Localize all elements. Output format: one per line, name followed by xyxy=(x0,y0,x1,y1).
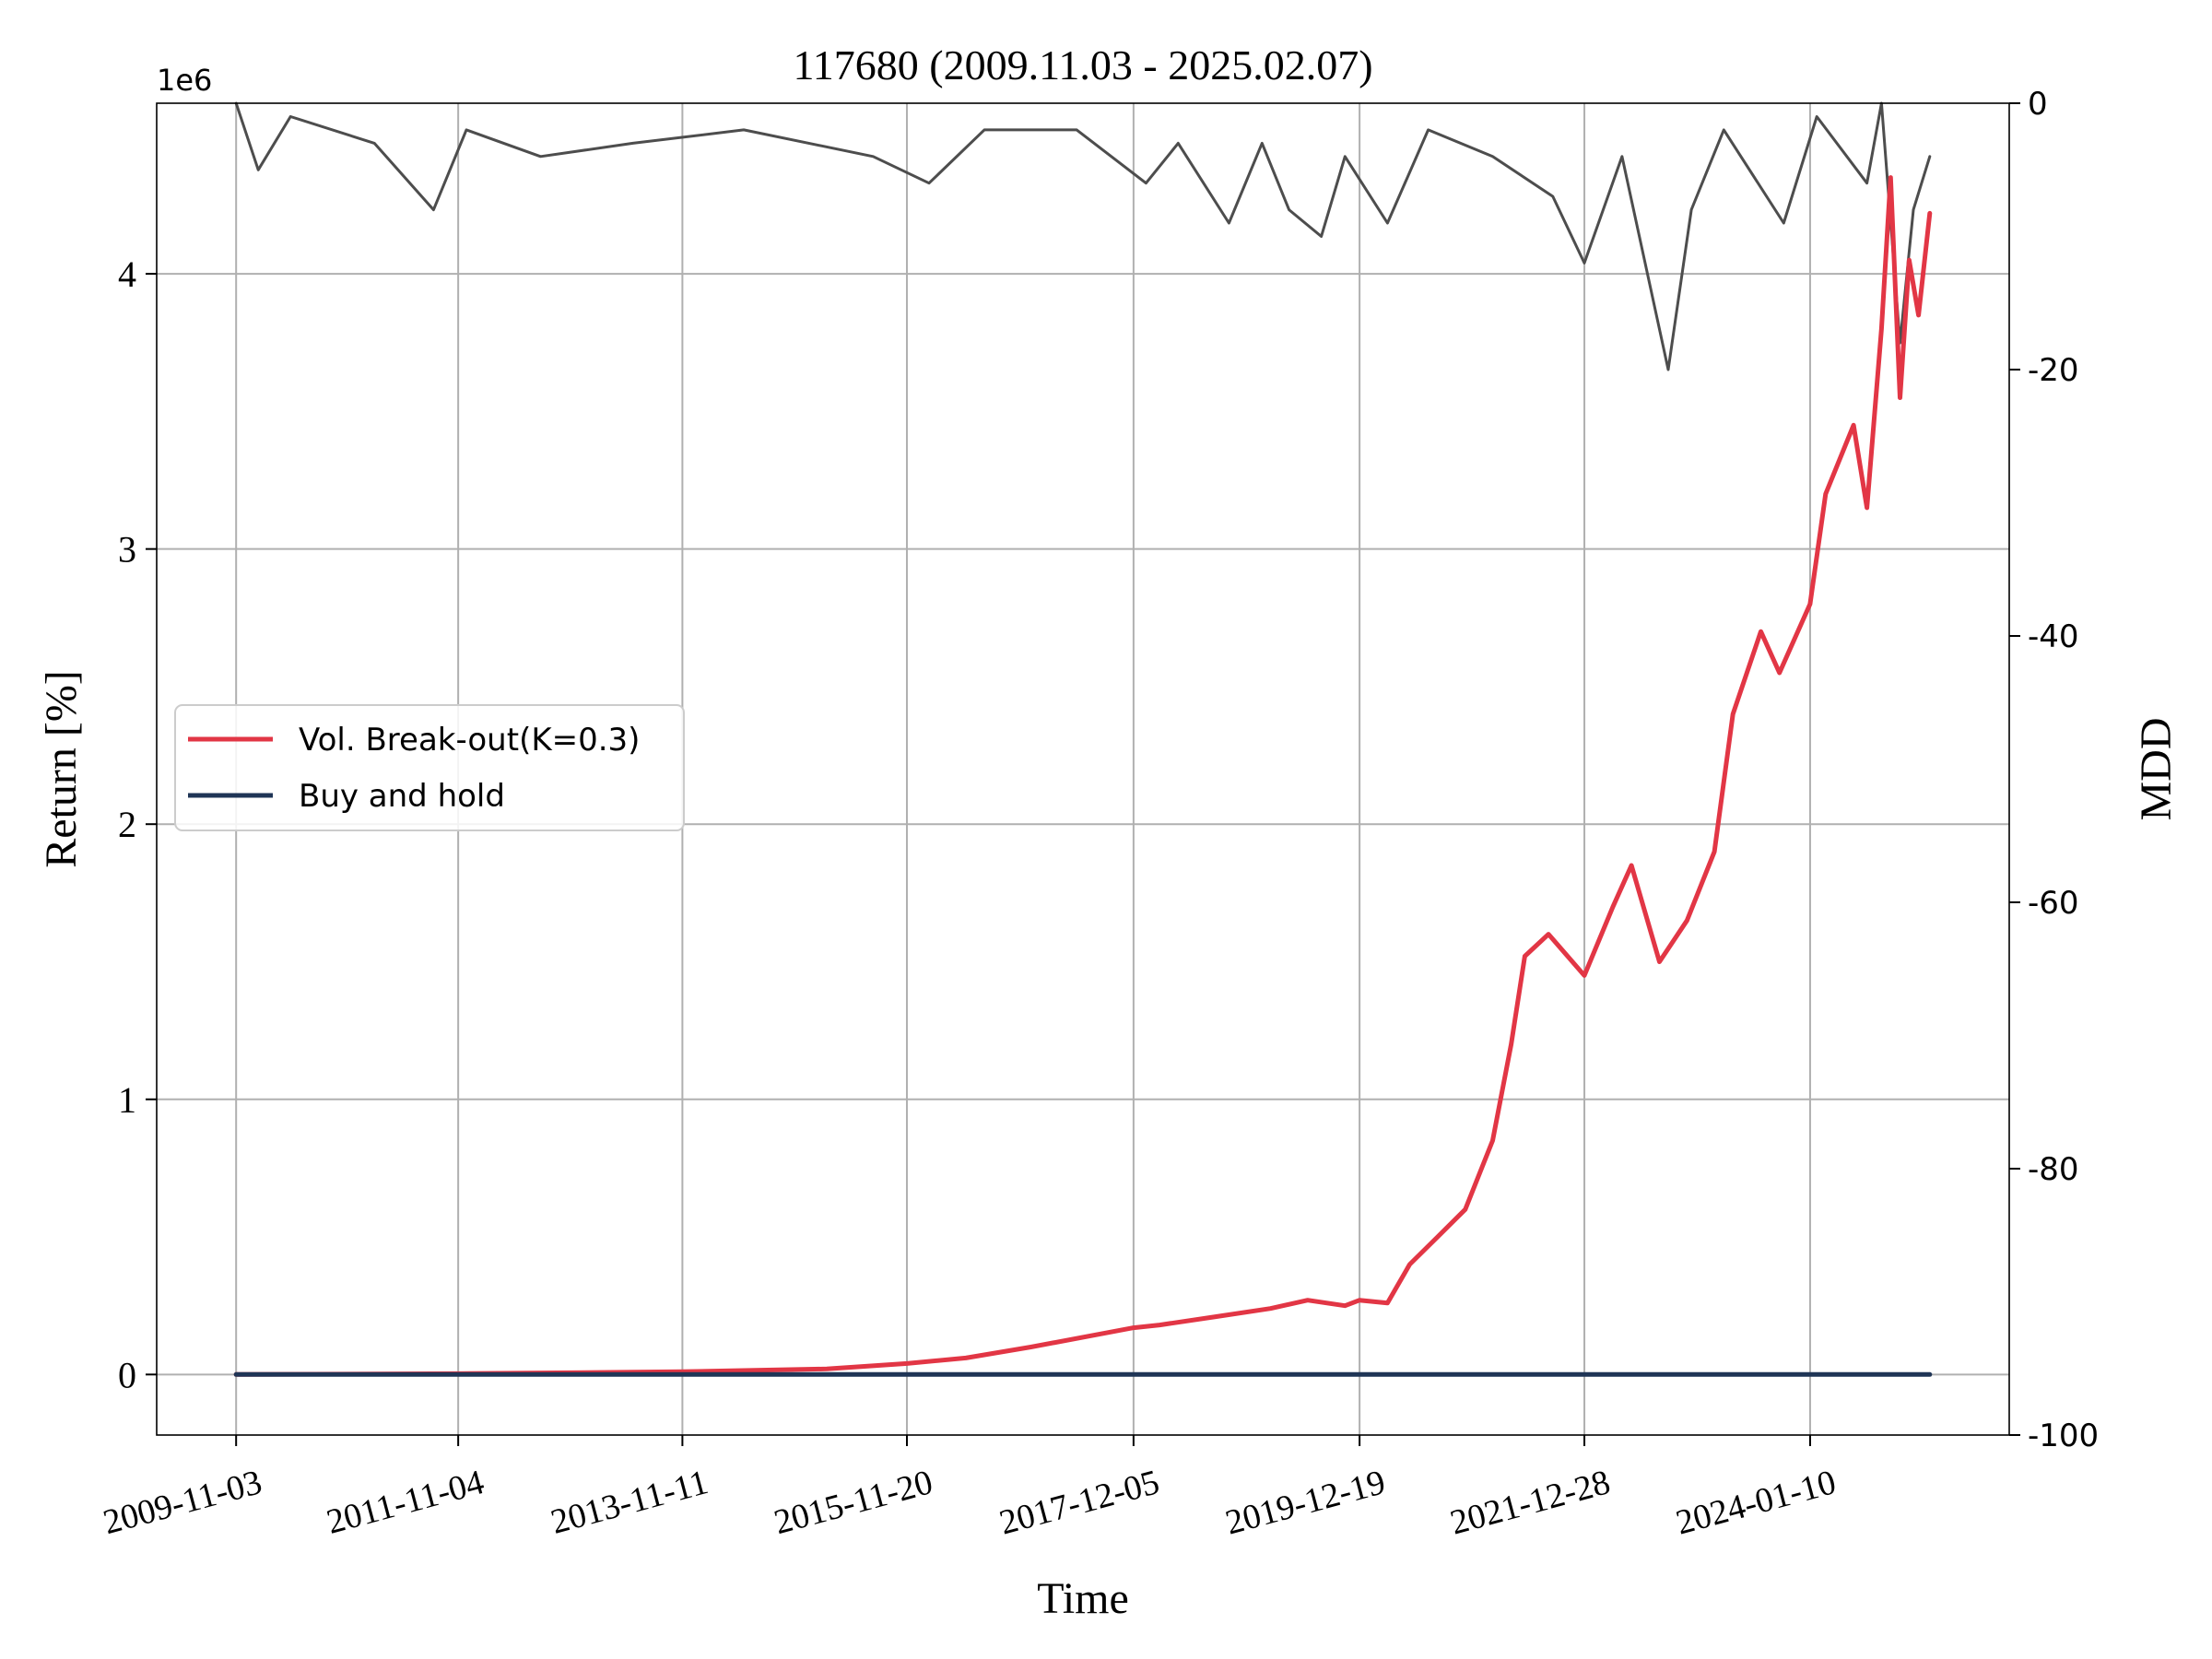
legend-box xyxy=(174,704,685,831)
x-tick-label: 2015-11-20 xyxy=(771,1463,937,1542)
y-tick-label: 4 xyxy=(118,253,136,295)
y-tick-label: 2 xyxy=(118,804,136,845)
strategy-line xyxy=(233,175,1933,1377)
series-layer xyxy=(233,101,1933,1377)
x-tick-label: 2011-11-04 xyxy=(323,1463,488,1542)
y-tick-label: 3 xyxy=(118,529,136,571)
y2-tick-label: -80 xyxy=(2028,1151,2079,1188)
x-tick-label: 2019-12-19 xyxy=(1221,1463,1389,1542)
legend-label-buy-hold: Buy and hold xyxy=(299,778,505,815)
x-tick-label: 2017-12-05 xyxy=(995,1463,1163,1542)
y2-tick-label: -60 xyxy=(2028,885,2079,922)
y-tick-label: 0 xyxy=(118,1354,136,1395)
x-tick-label: 2021-12-28 xyxy=(1446,1463,1614,1542)
y-tick-label: 1 xyxy=(118,1079,136,1121)
x-tick-label: 2009-11-03 xyxy=(100,1463,266,1542)
y2-tick-label: -40 xyxy=(2028,618,2079,655)
plot-frame xyxy=(156,102,2010,1436)
x-tick-label: 2024-01-10 xyxy=(1672,1463,1840,1542)
y2-tick-label: -100 xyxy=(2028,1418,2099,1454)
y-axis-offset-label: 1e6 xyxy=(157,63,212,98)
x-axis-label: Time xyxy=(1037,1574,1129,1623)
legend: Vol. Break-out(K=0.3) Buy and hold xyxy=(174,704,685,831)
axes xyxy=(156,102,2010,1436)
y2-axis-label: MDD xyxy=(2132,717,2181,820)
chart-title: 117680 (2009.11.03 - 2025.02.07) xyxy=(793,41,1372,88)
y2-tick-label: -20 xyxy=(2028,352,2079,389)
y-axis-label: Return [%] xyxy=(37,670,86,868)
legend-label-strategy: Vol. Break-out(K=0.3) xyxy=(299,722,640,759)
y2-tick-label: 0 xyxy=(2028,86,2048,123)
x-tick-label: 2013-11-11 xyxy=(547,1463,712,1542)
tick-marks xyxy=(146,102,2020,1446)
mdd-line xyxy=(234,101,1932,371)
